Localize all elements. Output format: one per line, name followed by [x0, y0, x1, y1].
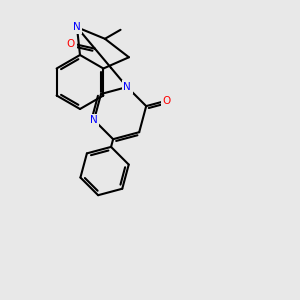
Text: N: N — [123, 82, 131, 92]
Text: N: N — [73, 22, 81, 32]
Text: O: O — [162, 96, 171, 106]
Text: O: O — [67, 39, 75, 49]
Text: N: N — [90, 115, 98, 125]
